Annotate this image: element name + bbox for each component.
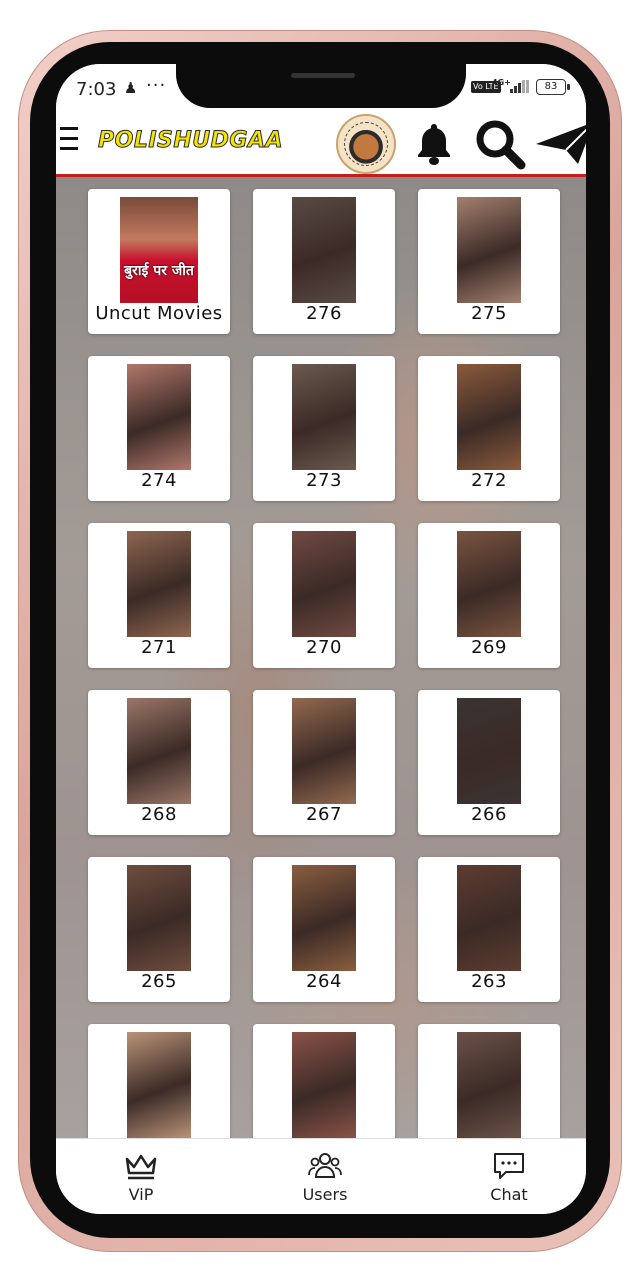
volte-badge: Vo LTE bbox=[471, 81, 501, 93]
video-thumbnail[interactable] bbox=[127, 1032, 191, 1138]
video-thumbnail[interactable] bbox=[457, 698, 521, 804]
video-thumbnail[interactable]: बुराई पर जीत bbox=[120, 197, 198, 303]
video-card-label: 267 bbox=[306, 804, 342, 825]
signal-icon bbox=[510, 80, 530, 93]
avatar[interactable] bbox=[336, 114, 396, 174]
video-card-label: 275 bbox=[471, 303, 507, 324]
video-thumbnail[interactable] bbox=[127, 865, 191, 971]
status-bar: 7:03 ♟ ··· Vo LTE 4G+ 83 bbox=[56, 64, 586, 108]
nav-chat-label: Chat bbox=[490, 1185, 528, 1204]
video-card-label: 273 bbox=[306, 470, 342, 491]
video-card-label: 266 bbox=[471, 804, 507, 825]
chat-icon bbox=[494, 1153, 524, 1179]
video-card[interactable]: 271 bbox=[88, 523, 230, 668]
video-thumbnail[interactable] bbox=[292, 865, 356, 971]
video-thumbnail[interactable] bbox=[457, 531, 521, 637]
video-card[interactable]: 270 bbox=[253, 523, 395, 668]
nav-vip-label: ViP bbox=[128, 1185, 154, 1204]
content-area[interactable]: बुराई पर जीत Uncut Movies 276 275 274 273 272 2… bbox=[56, 177, 586, 1138]
crown-icon bbox=[125, 1154, 157, 1180]
video-card-label: 269 bbox=[471, 637, 507, 658]
nav-chat[interactable]: Chat bbox=[459, 1151, 559, 1204]
video-card-label: 270 bbox=[306, 637, 342, 658]
video-thumbnail[interactable] bbox=[292, 364, 356, 470]
video-card[interactable]: 268 bbox=[88, 690, 230, 835]
video-card[interactable]: 269 bbox=[418, 523, 560, 668]
video-thumbnail[interactable] bbox=[457, 1032, 521, 1138]
video-card-label: 276 bbox=[306, 303, 342, 324]
video-card[interactable]: 264 bbox=[253, 857, 395, 1002]
video-card[interactable]: 274 bbox=[88, 356, 230, 501]
search-icon[interactable] bbox=[473, 118, 527, 170]
battery-indicator: 83 bbox=[536, 79, 570, 95]
video-card-label: 274 bbox=[141, 470, 177, 491]
video-thumbnail[interactable] bbox=[292, 531, 356, 637]
video-card[interactable]: 272 bbox=[418, 356, 560, 501]
poster-title: बुराई पर जीत bbox=[124, 263, 194, 279]
app-logo[interactable]: POLISHUDGAA bbox=[97, 128, 284, 154]
send-icon[interactable] bbox=[534, 120, 586, 166]
video-card[interactable] bbox=[418, 1024, 560, 1138]
phone-screen: 7:03 ♟ ··· Vo LTE 4G+ 83 POLISHUDGAA बुर… bbox=[56, 64, 586, 1214]
hamburger-menu-icon[interactable] bbox=[60, 127, 78, 150]
video-card[interactable]: 265 bbox=[88, 857, 230, 1002]
video-card-label: 271 bbox=[141, 637, 177, 658]
video-card-label: Uncut Movies bbox=[95, 303, 223, 324]
video-card[interactable] bbox=[253, 1024, 395, 1138]
status-time: 7:03 bbox=[76, 79, 117, 100]
app-header: POLISHUDGAA bbox=[56, 108, 586, 177]
video-card[interactable]: 267 bbox=[253, 690, 395, 835]
nav-vip[interactable]: ViP bbox=[91, 1151, 191, 1204]
video-card[interactable]: 266 bbox=[418, 690, 560, 835]
video-card[interactable]: 276 bbox=[253, 189, 395, 334]
video-card-label: 268 bbox=[141, 804, 177, 825]
video-thumbnail[interactable] bbox=[292, 698, 356, 804]
video-thumbnail[interactable] bbox=[127, 698, 191, 804]
snapchat-ghost-icon: ♟ bbox=[124, 79, 138, 97]
bottom-nav: ViP Users Chat bbox=[56, 1138, 586, 1214]
video-card[interactable]: 263 bbox=[418, 857, 560, 1002]
video-thumbnail[interactable] bbox=[457, 865, 521, 971]
video-card[interactable] bbox=[88, 1024, 230, 1138]
video-thumbnail[interactable] bbox=[292, 1032, 356, 1138]
network-type: 4G+ bbox=[492, 78, 511, 87]
video-card-label: 263 bbox=[471, 971, 507, 992]
video-thumbnail[interactable] bbox=[292, 197, 356, 303]
video-card-label: 265 bbox=[141, 971, 177, 992]
bell-icon[interactable] bbox=[414, 120, 454, 166]
video-thumbnail[interactable] bbox=[127, 531, 191, 637]
video-card[interactable]: बुराई पर जीत Uncut Movies bbox=[88, 189, 230, 334]
video-card[interactable]: 273 bbox=[253, 356, 395, 501]
video-thumbnail[interactable] bbox=[457, 364, 521, 470]
video-card-label: 272 bbox=[471, 470, 507, 491]
nav-users[interactable]: Users bbox=[275, 1151, 375, 1204]
nav-users-label: Users bbox=[302, 1185, 348, 1204]
users-icon bbox=[308, 1153, 342, 1178]
video-thumbnail[interactable] bbox=[457, 197, 521, 303]
camera-notch bbox=[176, 64, 466, 108]
video-card-label: 264 bbox=[306, 971, 342, 992]
more-notifications: ··· bbox=[146, 75, 167, 96]
video-thumbnail[interactable] bbox=[127, 364, 191, 470]
video-card[interactable]: 275 bbox=[418, 189, 560, 334]
